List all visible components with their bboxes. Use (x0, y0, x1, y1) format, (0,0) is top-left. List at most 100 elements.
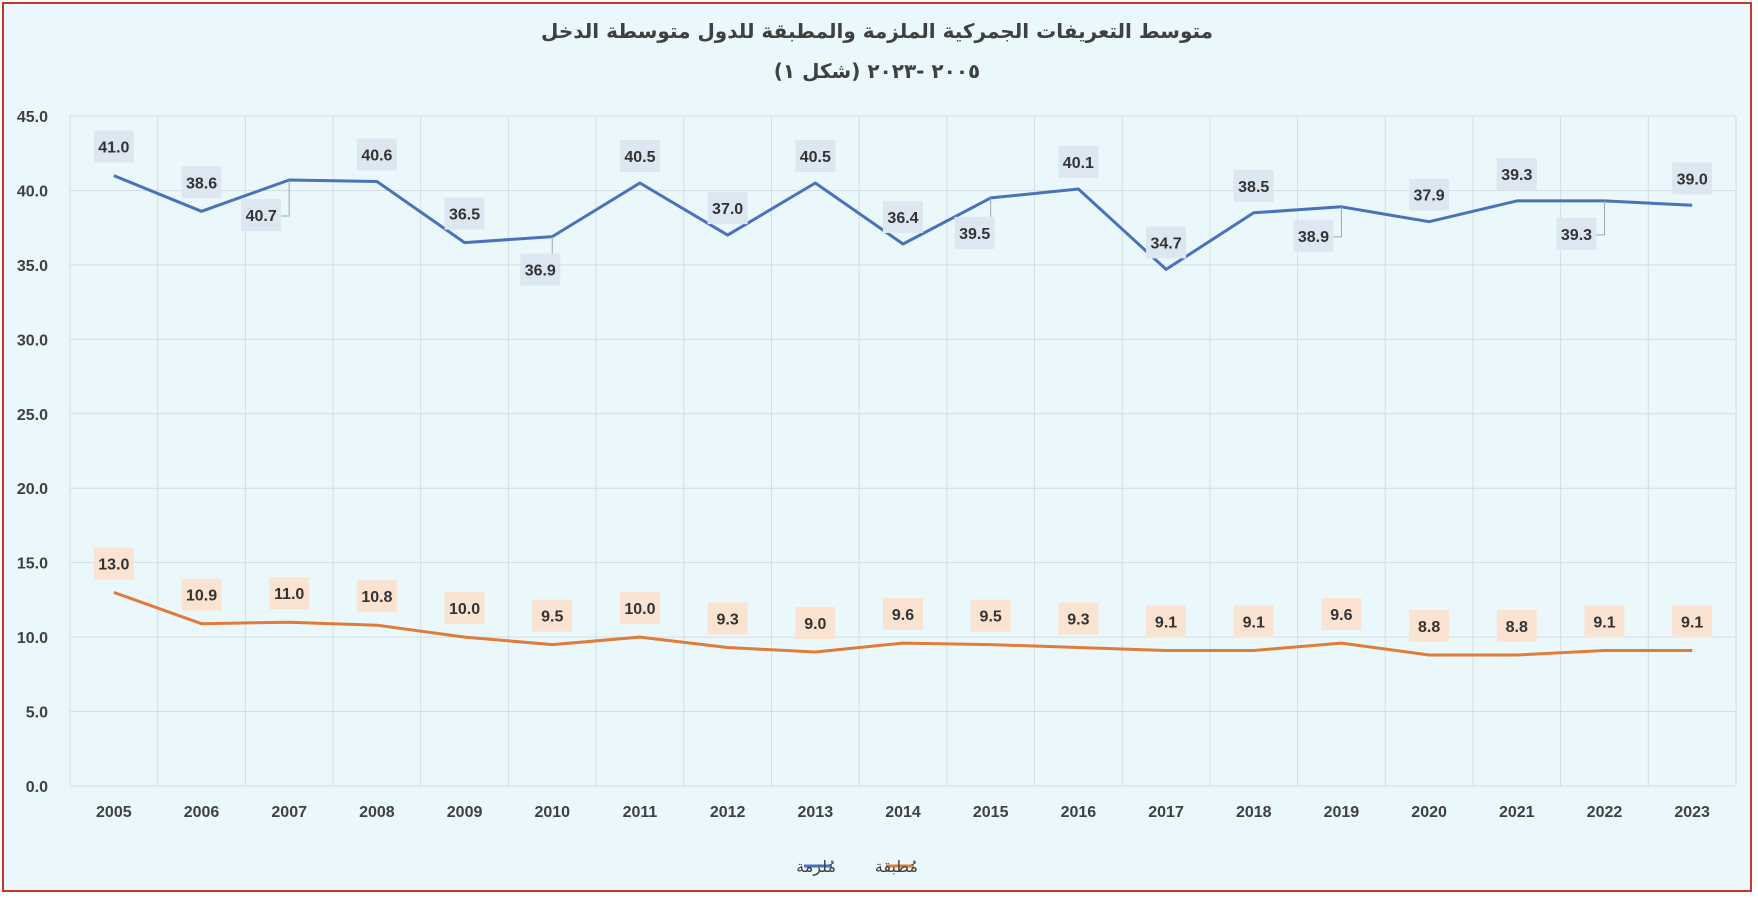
data-label-text: 11.0 (274, 586, 304, 603)
data-label-text: 10.0 (449, 601, 480, 618)
chart-title: متوسط التعريفات الجمركية الملزمة والمطبق… (541, 19, 1213, 43)
data-label: 39.3 (1496, 157, 1537, 190)
x-tick-label: 2016 (1061, 804, 1097, 821)
x-tick-label: 2010 (534, 804, 570, 821)
data-label-bg (269, 577, 310, 610)
data-label-text: 37.0 (712, 201, 743, 218)
data-label: 9.6 (1321, 598, 1362, 631)
data-label-text: 9.6 (1330, 607, 1352, 624)
data-label-text: 34.7 (1150, 235, 1181, 252)
y-tick-label: 40.0 (17, 183, 48, 200)
data-label-bg (241, 199, 282, 232)
data-label: 9.3 (1058, 602, 1099, 635)
data-label: 39.0 (1672, 162, 1713, 195)
data-label-text: 13.0 (98, 556, 129, 573)
data-label-text: 9.5 (980, 609, 1002, 626)
x-tick-label: 2017 (1148, 804, 1184, 821)
data-label: 9.5 (970, 599, 1011, 632)
data-label-bg (356, 138, 397, 171)
data-label-text: 36.5 (449, 207, 480, 224)
x-tick-label: 2022 (1587, 804, 1623, 821)
x-tick-label: 2014 (885, 804, 921, 821)
leader-line (281, 180, 290, 217)
y-axis: 0.0 5.0 10.0 15.0 20.0 25.0 30.0 35.0 40.0 45.0 (17, 109, 48, 796)
x-axis: 2005 2006 2007 2008 2009 2010 2011 2012 2013 2014… (96, 804, 1710, 821)
data-label: 9.6 (883, 598, 923, 631)
y-tick-label: 30.0 (17, 332, 48, 349)
data-label-bg (1293, 219, 1334, 252)
data-label: 38.6 (181, 166, 222, 199)
data-label-bg (883, 598, 923, 631)
y-tick-label: 20.0 (17, 481, 48, 498)
data-label-text: 9.1 (1593, 615, 1615, 632)
data-label-bg (970, 599, 1011, 632)
data-label-bg (444, 592, 485, 625)
data-label: 40.5 (619, 140, 660, 172)
y-tick-label: 5.0 (26, 705, 48, 722)
data-label-text: 40.5 (624, 149, 655, 166)
data-label-bg (1146, 605, 1187, 638)
data-label-text: 8.8 (1418, 619, 1440, 636)
data-label-text: 37.9 (1414, 188, 1445, 205)
data-label-bg (93, 547, 134, 580)
data-label-bg (795, 140, 836, 172)
data-label: 37.0 (707, 192, 748, 225)
data-label: 10.0 (619, 592, 660, 625)
legend[interactable]: مُلزمة مُطبقة (796, 857, 918, 877)
data-labels: 41.0 38.6 40.7 40.6 36.5 36.9 40.5 37.0 40.5 36.4… (93, 130, 1713, 642)
data-label: 9.1 (1146, 605, 1187, 638)
data-label: 37.9 (1409, 178, 1450, 211)
data-label-text: 41.0 (98, 140, 129, 157)
data-label: 38.9 (1293, 206, 1342, 252)
series-line-0[interactable] (113, 174, 1693, 271)
x-tick-label: 2023 (1674, 804, 1710, 821)
data-label-text: 38.9 (1298, 229, 1329, 246)
x-tick-label: 2019 (1324, 804, 1360, 821)
data-label: 11.0 (269, 577, 310, 610)
data-label-text: 9.6 (892, 607, 914, 624)
data-label-text: 39.3 (1501, 167, 1532, 184)
data-label-bg (1496, 609, 1537, 642)
data-label-text: 10.9 (186, 588, 217, 605)
x-tick-label: 2008 (359, 804, 395, 821)
x-tick-label: 2020 (1411, 804, 1447, 821)
data-label-text: 10.8 (361, 589, 392, 606)
data-label: 36.4 (883, 201, 923, 234)
data-label: 8.8 (1409, 609, 1450, 642)
data-label-bg (1672, 605, 1713, 638)
data-label: 9.5 (532, 599, 573, 632)
data-label-text: 8.8 (1506, 619, 1528, 636)
data-label-bg (520, 253, 561, 286)
x-tick-label: 2009 (447, 804, 483, 821)
data-label-bg (1058, 602, 1099, 635)
data-label-bg (1321, 598, 1362, 631)
data-label: 9.1 (1584, 605, 1625, 638)
x-tick-label: 2011 (623, 804, 658, 821)
data-label: 38.5 (1233, 169, 1274, 202)
series-line-1[interactable] (113, 590, 1693, 657)
data-label: 8.8 (1496, 609, 1537, 642)
data-label-bg (532, 599, 573, 632)
data-label: 10.9 (181, 578, 222, 611)
x-tick-label: 2021 (1499, 804, 1535, 821)
data-label-bg (1233, 169, 1274, 202)
chart-subtitle: ٢٠٠٥ -٢٠٢٣ (شكل ١) (774, 59, 981, 83)
data-label-text: 9.3 (1067, 612, 1089, 629)
legend-item-1[interactable]: مُطبقة (875, 857, 918, 876)
y-tick-label: 25.0 (17, 407, 48, 424)
data-label: 10.8 (356, 580, 397, 613)
data-label-bg (356, 580, 397, 613)
data-label-text: 40.6 (361, 148, 392, 165)
data-label-bg (1409, 178, 1450, 211)
y-tick-label: 45.0 (17, 109, 48, 126)
data-label-text: 9.1 (1243, 615, 1265, 632)
legend-label: مُطبقة (875, 857, 918, 876)
data-label: 40.6 (356, 138, 397, 171)
x-tick-label: 2015 (973, 804, 1009, 821)
leader-line (1596, 200, 1605, 236)
legend-item-0[interactable]: مُلزمة (796, 857, 836, 877)
data-label-bg (93, 130, 134, 163)
data-label-bg (1584, 605, 1625, 638)
y-tick-label: 0.0 (26, 779, 48, 796)
x-tick-label: 2005 (96, 804, 132, 821)
